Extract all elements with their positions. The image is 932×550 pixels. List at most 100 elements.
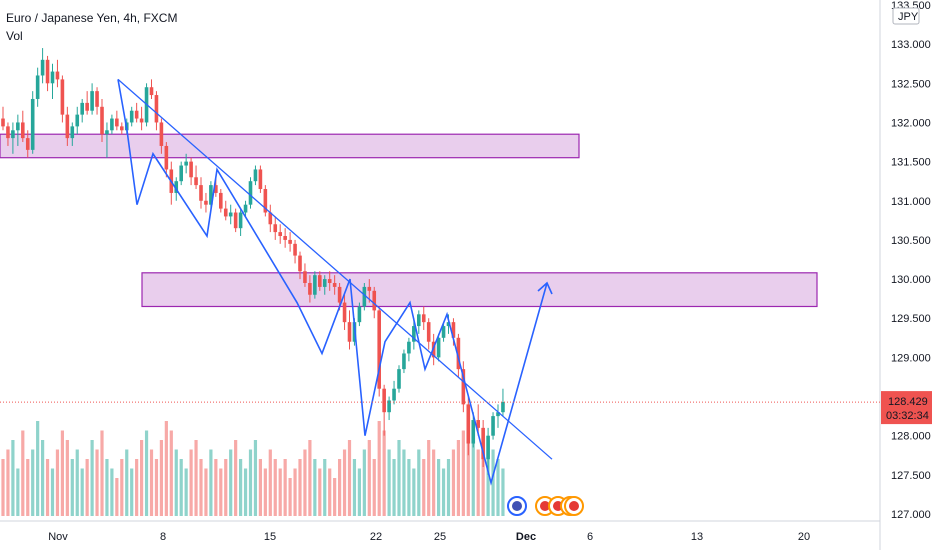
descending-trendline bbox=[117, 78, 553, 460]
volume-bar bbox=[110, 468, 114, 516]
volume-bar bbox=[189, 449, 193, 516]
volume-bar bbox=[318, 468, 322, 516]
volume-bar bbox=[268, 449, 272, 516]
volume-bar bbox=[36, 421, 40, 516]
volume-bar bbox=[120, 459, 124, 516]
volume-bar bbox=[199, 459, 203, 516]
volume-bar bbox=[45, 459, 50, 516]
volume-bar bbox=[278, 468, 282, 516]
price-tick-label: 131.500 bbox=[891, 157, 931, 169]
candle-body bbox=[308, 282, 312, 295]
price-tick-label: 133.000 bbox=[891, 39, 931, 51]
volume-bar bbox=[486, 440, 490, 516]
volume-bar bbox=[362, 449, 366, 516]
time-tick-label: 22 bbox=[370, 531, 382, 543]
volume-bar bbox=[382, 430, 386, 516]
flag-event-icon[interactable] bbox=[507, 496, 527, 516]
price-tag-value: 128.429 bbox=[888, 396, 928, 408]
volume-bar bbox=[402, 449, 406, 516]
candle-body bbox=[337, 286, 342, 303]
candle-body bbox=[372, 290, 377, 311]
currency-badge[interactable] bbox=[892, 7, 920, 25]
event-icon-core bbox=[512, 501, 522, 511]
volume-bar bbox=[446, 459, 451, 516]
price-tag-countdown: 03:32:34 bbox=[886, 410, 929, 422]
volume-bar bbox=[95, 449, 99, 516]
candle-body bbox=[40, 59, 45, 76]
candle-body bbox=[134, 110, 139, 119]
volume-bar bbox=[164, 421, 168, 516]
volume-bar bbox=[397, 440, 401, 516]
chart-legend: Euro / Japanese Yen, 4h, FXCM Vol bbox=[6, 9, 177, 45]
candle-body bbox=[377, 310, 381, 389]
volume-bar bbox=[55, 449, 60, 516]
volume-bar bbox=[11, 440, 15, 516]
candle-body bbox=[228, 212, 233, 217]
volume-bar bbox=[204, 468, 208, 516]
candle-body bbox=[367, 286, 372, 291]
price-tick-label: 130.000 bbox=[891, 274, 931, 286]
candle-body bbox=[25, 138, 30, 150]
event-icon-core bbox=[569, 501, 579, 511]
volume-bar bbox=[6, 449, 10, 516]
candle-body bbox=[446, 322, 451, 327]
symbol-title: Euro / Japanese Yen, 4h, FXCM bbox=[6, 11, 178, 25]
volume-bar bbox=[248, 449, 253, 516]
volume-bar bbox=[85, 459, 89, 516]
candle-body bbox=[65, 114, 70, 139]
candle-body bbox=[322, 279, 327, 287]
price-tick-label: 131.000 bbox=[891, 196, 931, 208]
volume-bar bbox=[239, 459, 243, 516]
supply-demand-zone bbox=[141, 272, 818, 308]
candle-body bbox=[461, 369, 466, 405]
candle-body bbox=[45, 59, 50, 84]
volume-bar bbox=[407, 459, 411, 516]
candle-body bbox=[263, 189, 268, 213]
volume-bar bbox=[461, 430, 465, 516]
volume-bar bbox=[417, 449, 421, 516]
candle-body bbox=[120, 126, 124, 131]
candle-body bbox=[80, 102, 84, 115]
volume-bar bbox=[303, 449, 307, 516]
volume-bar bbox=[184, 468, 188, 516]
time-tick-label: 6 bbox=[587, 531, 593, 543]
candle-body bbox=[90, 91, 94, 111]
candle-body bbox=[362, 286, 367, 307]
time-tick-label: 25 bbox=[434, 531, 446, 543]
volume-bar bbox=[214, 459, 218, 516]
volume-bar bbox=[367, 440, 371, 516]
candle-body bbox=[75, 114, 80, 127]
candle-body bbox=[194, 177, 198, 186]
candle-body bbox=[382, 388, 386, 413]
supply-demand-zone bbox=[0, 133, 580, 159]
volume-bar bbox=[169, 430, 173, 516]
time-tick-label: Dec bbox=[516, 531, 536, 543]
flag-event-icon[interactable] bbox=[564, 496, 584, 516]
candle-body bbox=[253, 169, 258, 182]
candle-body bbox=[397, 369, 401, 389]
volume-bar bbox=[80, 468, 84, 516]
price-tick-label: 130.500 bbox=[891, 235, 931, 247]
time-tick-label: 8 bbox=[160, 531, 166, 543]
volume-bar bbox=[283, 459, 287, 516]
candle-body bbox=[332, 282, 337, 287]
volume-bar bbox=[100, 430, 104, 516]
candle-body bbox=[184, 161, 188, 166]
candle-body bbox=[283, 236, 287, 240]
candle-body bbox=[426, 322, 431, 342]
candle-body bbox=[95, 91, 99, 107]
candle-body bbox=[204, 200, 208, 205]
volume-bar bbox=[471, 440, 475, 516]
candle-body bbox=[441, 326, 446, 338]
price-tick-label: 129.000 bbox=[891, 352, 931, 364]
candle-body bbox=[238, 212, 243, 229]
candle-body bbox=[268, 212, 273, 225]
candle-body bbox=[179, 165, 183, 182]
volume-bar bbox=[229, 449, 233, 516]
currency-badge-label: JPY bbox=[898, 11, 919, 23]
volume-bar bbox=[149, 449, 154, 516]
candle-body bbox=[214, 185, 218, 193]
time-tick-label: 13 bbox=[691, 531, 703, 543]
